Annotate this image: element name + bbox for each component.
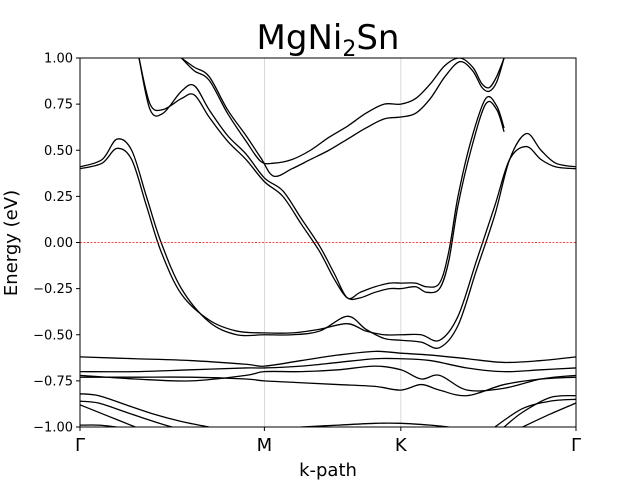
y-axis-ticks: −1.00 −0.75 −0.50 −0.25 0.00 0.25 0.50 0.75 1.00 [33, 52, 80, 436]
band-9 [80, 365, 576, 392]
y-axis-label: Energy (eV) [1, 190, 22, 296]
band-17 [301, 422, 449, 427]
band-16 [522, 402, 576, 427]
y-tick-label: −0.50 [33, 328, 73, 343]
x-axis-label: k-path [299, 460, 357, 480]
y-tick-label: −1.00 [33, 421, 73, 436]
band-13 [80, 404, 136, 427]
band-12 [80, 400, 176, 427]
x-tick-label: K [395, 435, 408, 456]
band-lines [80, 58, 576, 427]
band-7 [80, 350, 576, 367]
band-4 [138, 58, 505, 300]
y-tick-label: 0.00 [44, 236, 73, 251]
x-tick-label: M [257, 435, 273, 456]
x-tick-label: Γ [75, 435, 85, 456]
band-8 [80, 357, 576, 373]
band-15 [494, 398, 576, 427]
y-tick-label: 0.50 [44, 144, 73, 159]
y-tick-label: −0.75 [33, 374, 73, 389]
x-tick-label: Γ [571, 435, 581, 456]
band-6 [181, 58, 505, 178]
band-2 [80, 132, 576, 349]
y-tick-label: 0.75 [44, 98, 73, 113]
y-tick-label: 0.25 [44, 190, 73, 205]
y-tick-label: −0.25 [33, 282, 73, 297]
band-10 [80, 376, 576, 397]
y-tick-label: 1.00 [44, 52, 73, 67]
chart-title: MgNi2Sn [257, 18, 400, 62]
band-5 [180, 58, 505, 165]
band-11 [80, 393, 210, 427]
